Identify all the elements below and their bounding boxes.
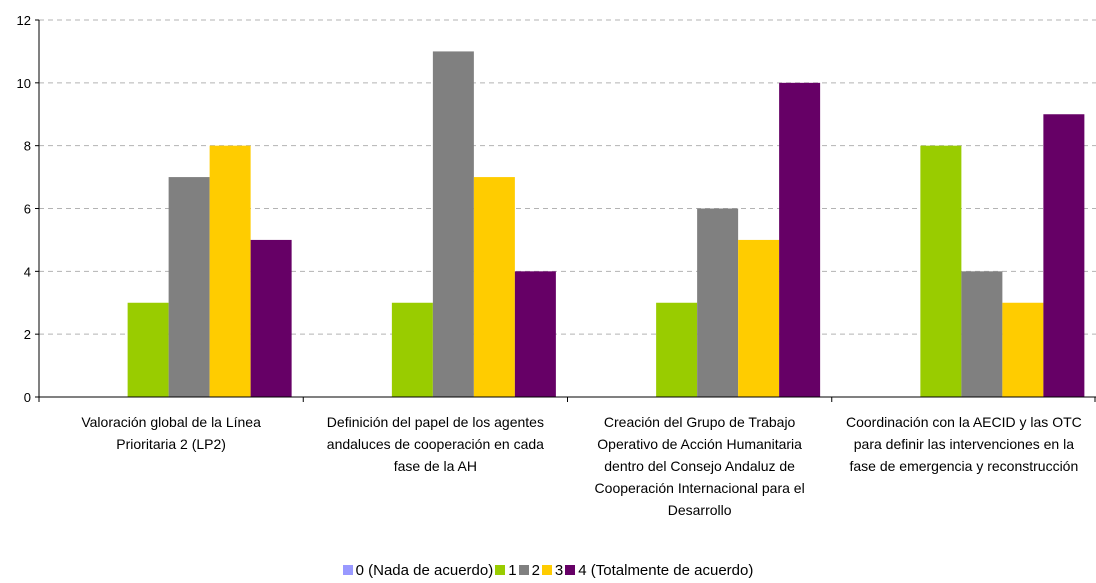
y-tick-label: 10 (17, 76, 31, 91)
legend-swatch (565, 565, 576, 575)
x-category-label: Creación del Grupo de Trabajo Operativo … (594, 414, 805, 518)
legend-label: 0 (Nada de acuerdo) (355, 562, 494, 579)
legend-swatch (342, 565, 353, 575)
bar-series-1-cat-1 (391, 302, 433, 397)
bar-series-4-cat-1 (514, 271, 556, 397)
legend-label: 1 (508, 562, 517, 579)
legend-label: 2 (531, 562, 540, 579)
x-category-label: Valoración global de la Línea Prioritari… (81, 414, 261, 452)
bar-series-1-cat-3 (920, 145, 962, 397)
y-tick-label: 4 (24, 264, 31, 279)
bar-series-2-cat-3 (961, 271, 1003, 397)
bar-series-3-cat-2 (738, 239, 780, 397)
bar-series-4-cat-0 (250, 239, 292, 397)
bar-series-3-cat-1 (473, 177, 515, 397)
bar-series-1-cat-2 (656, 302, 698, 397)
legend-item: 4 (Totalmente de acuerdo) (565, 562, 753, 579)
x-category-label: Definición del papel de los agentes anda… (326, 414, 544, 474)
legend-swatch (495, 565, 506, 575)
bar-series-4-cat-2 (779, 82, 821, 397)
bar-series-2-cat-2 (697, 208, 739, 397)
legend-item: 0 (Nada de acuerdo) (342, 562, 494, 579)
bar-series-3-cat-3 (1002, 302, 1044, 397)
y-axis-ticks: 0 2 4 6 8 10 12 (17, 13, 39, 405)
bars (127, 51, 1085, 398)
legend-swatch (518, 565, 529, 575)
bar-series-4-cat-3 (1043, 114, 1085, 397)
y-tick-label: 8 (24, 139, 31, 154)
y-tick-label: 2 (24, 327, 31, 342)
y-tick-label: 12 (17, 13, 31, 28)
bar-series-1-cat-0 (127, 302, 169, 397)
bar-series-2-cat-1 (432, 51, 474, 398)
legend-label: 3 (554, 562, 564, 579)
legend-item: 3 (541, 562, 564, 579)
legend-swatch (541, 565, 552, 575)
legend-item: 1 (495, 562, 517, 579)
bar-series-2-cat-0 (168, 177, 210, 397)
legend-label: 4 (Totalmente de acuerdo) (578, 562, 754, 579)
y-tick-label: 0 (24, 390, 31, 405)
bar-series-3-cat-0 (209, 145, 251, 397)
x-category-label: Coordinación con la AECID y las OTC para… (845, 414, 1082, 474)
legend: 0 (Nada de acuerdo) 1 2 3 4 (Totalmente de a… (0, 562, 1096, 579)
legend-item: 2 (518, 562, 540, 579)
y-tick-label: 6 (24, 202, 31, 217)
